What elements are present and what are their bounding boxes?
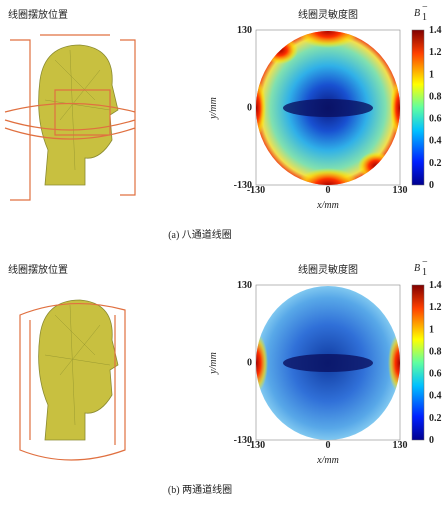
colorbar-tick-label: 0.8	[429, 91, 442, 102]
y-tick-label: 130	[237, 25, 252, 36]
colorbar-tick-label: 1	[429, 69, 434, 80]
caption: (a) 八通道线圈	[168, 228, 232, 241]
head-illustration	[19, 299, 126, 461]
colorbar-tick-label: 1	[429, 324, 434, 335]
coil	[19, 302, 126, 461]
x-tick-label: -130	[247, 185, 265, 196]
colorbar-tick-label: 0.4	[429, 136, 442, 147]
colorbar-sub: 1	[422, 267, 427, 278]
colorbar-tick-label: 1.4	[429, 280, 442, 291]
y-tick-label: 0	[247, 358, 252, 369]
hot-spot	[262, 36, 298, 64]
hot-spot	[390, 78, 400, 138]
x-axis-label: x/mm	[316, 200, 339, 211]
head	[38, 44, 119, 186]
y-tick-label: -130	[234, 180, 252, 191]
colorbar-tick-label: 0	[429, 435, 434, 446]
x-tick-label: -130	[247, 440, 265, 451]
colorbar-tick-label: 1.2	[429, 302, 442, 313]
caption: (b) 两通道线圈	[168, 483, 232, 496]
colorbar-tick-label: 0	[429, 180, 434, 191]
colorbar-tick-label: 0.6	[429, 114, 442, 125]
hot-spot	[358, 152, 394, 180]
colorbar-sup: −	[422, 257, 428, 268]
map-title: 线圈灵敏度图	[298, 8, 358, 21]
hot-spot	[388, 333, 400, 393]
y-axis-label: y/mm	[208, 97, 219, 120]
colorbar	[411, 29, 425, 186]
hot-spot	[296, 168, 360, 185]
x-tick-label: 0	[326, 440, 331, 451]
hot-spot	[256, 78, 266, 138]
y-tick-label: -130	[234, 435, 252, 446]
colorbar-symbol: B	[414, 8, 420, 19]
x-tick-label: 130	[393, 440, 408, 451]
left-title: 线圈摆放位置	[8, 8, 68, 21]
head	[38, 299, 119, 441]
colorbar-tick-label: 0.6	[429, 369, 442, 380]
low-region	[283, 354, 373, 372]
colorbar-tick-label: 1.2	[429, 47, 442, 58]
map-title: 线圈灵敏度图	[298, 263, 358, 276]
mesh	[44, 304, 111, 426]
colorbar-symbol: B	[414, 263, 420, 274]
colorbar-tick-label: 0.8	[429, 346, 442, 357]
y-tick-label: 0	[247, 103, 252, 114]
left-title: 线圈摆放位置	[8, 263, 68, 276]
colorbar-tick-label: 0.2	[429, 413, 442, 424]
hot-spot	[296, 31, 360, 48]
hot-spots	[256, 333, 400, 393]
colorbar	[411, 284, 425, 441]
coil	[4, 34, 136, 201]
x-tick-label: 0	[326, 185, 331, 196]
x-axis-label: x/mm	[316, 455, 339, 466]
low-region	[283, 99, 373, 117]
hot-spot	[256, 333, 268, 393]
mesh	[44, 49, 111, 171]
x-tick-label: 130	[393, 185, 408, 196]
y-axis-label: y/mm	[208, 352, 219, 375]
head-illustration	[4, 34, 136, 201]
colorbar-tick-label: 0.4	[429, 391, 442, 402]
colorbar-sup: −	[422, 2, 428, 13]
colorbar-sub: 1	[422, 12, 427, 23]
colorbar-tick-label: 0.2	[429, 158, 442, 169]
colorbar-tick-label: 1.4	[429, 25, 442, 36]
y-tick-label: 130	[237, 280, 252, 291]
